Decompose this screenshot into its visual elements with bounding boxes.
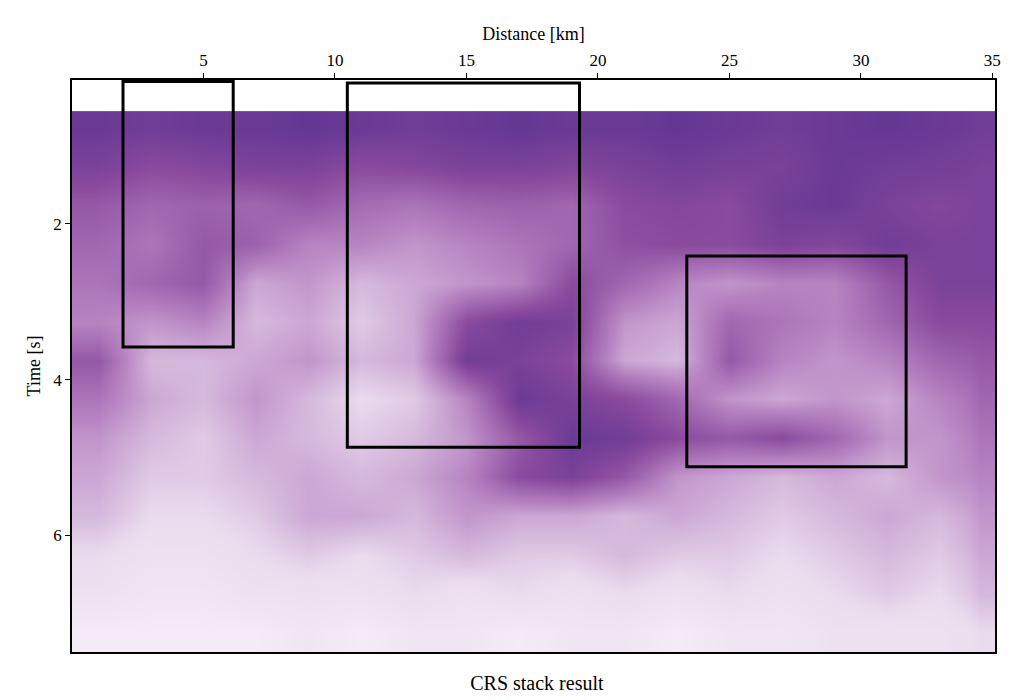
svg-text:4: 4 bbox=[53, 371, 62, 390]
svg-text:CRS stack result: CRS stack result bbox=[470, 672, 604, 694]
svg-text:10: 10 bbox=[326, 51, 343, 70]
svg-text:20: 20 bbox=[589, 51, 606, 70]
svg-text:5: 5 bbox=[199, 51, 208, 70]
svg-text:35: 35 bbox=[984, 51, 1001, 70]
svg-text:Time [s]: Time [s] bbox=[24, 336, 44, 397]
svg-text:6: 6 bbox=[53, 526, 62, 545]
svg-text:Distance [km]: Distance [km] bbox=[482, 24, 584, 44]
svg-text:2: 2 bbox=[53, 215, 62, 234]
svg-text:30: 30 bbox=[852, 51, 869, 70]
svg-text:25: 25 bbox=[721, 51, 738, 70]
svg-text:15: 15 bbox=[458, 51, 475, 70]
